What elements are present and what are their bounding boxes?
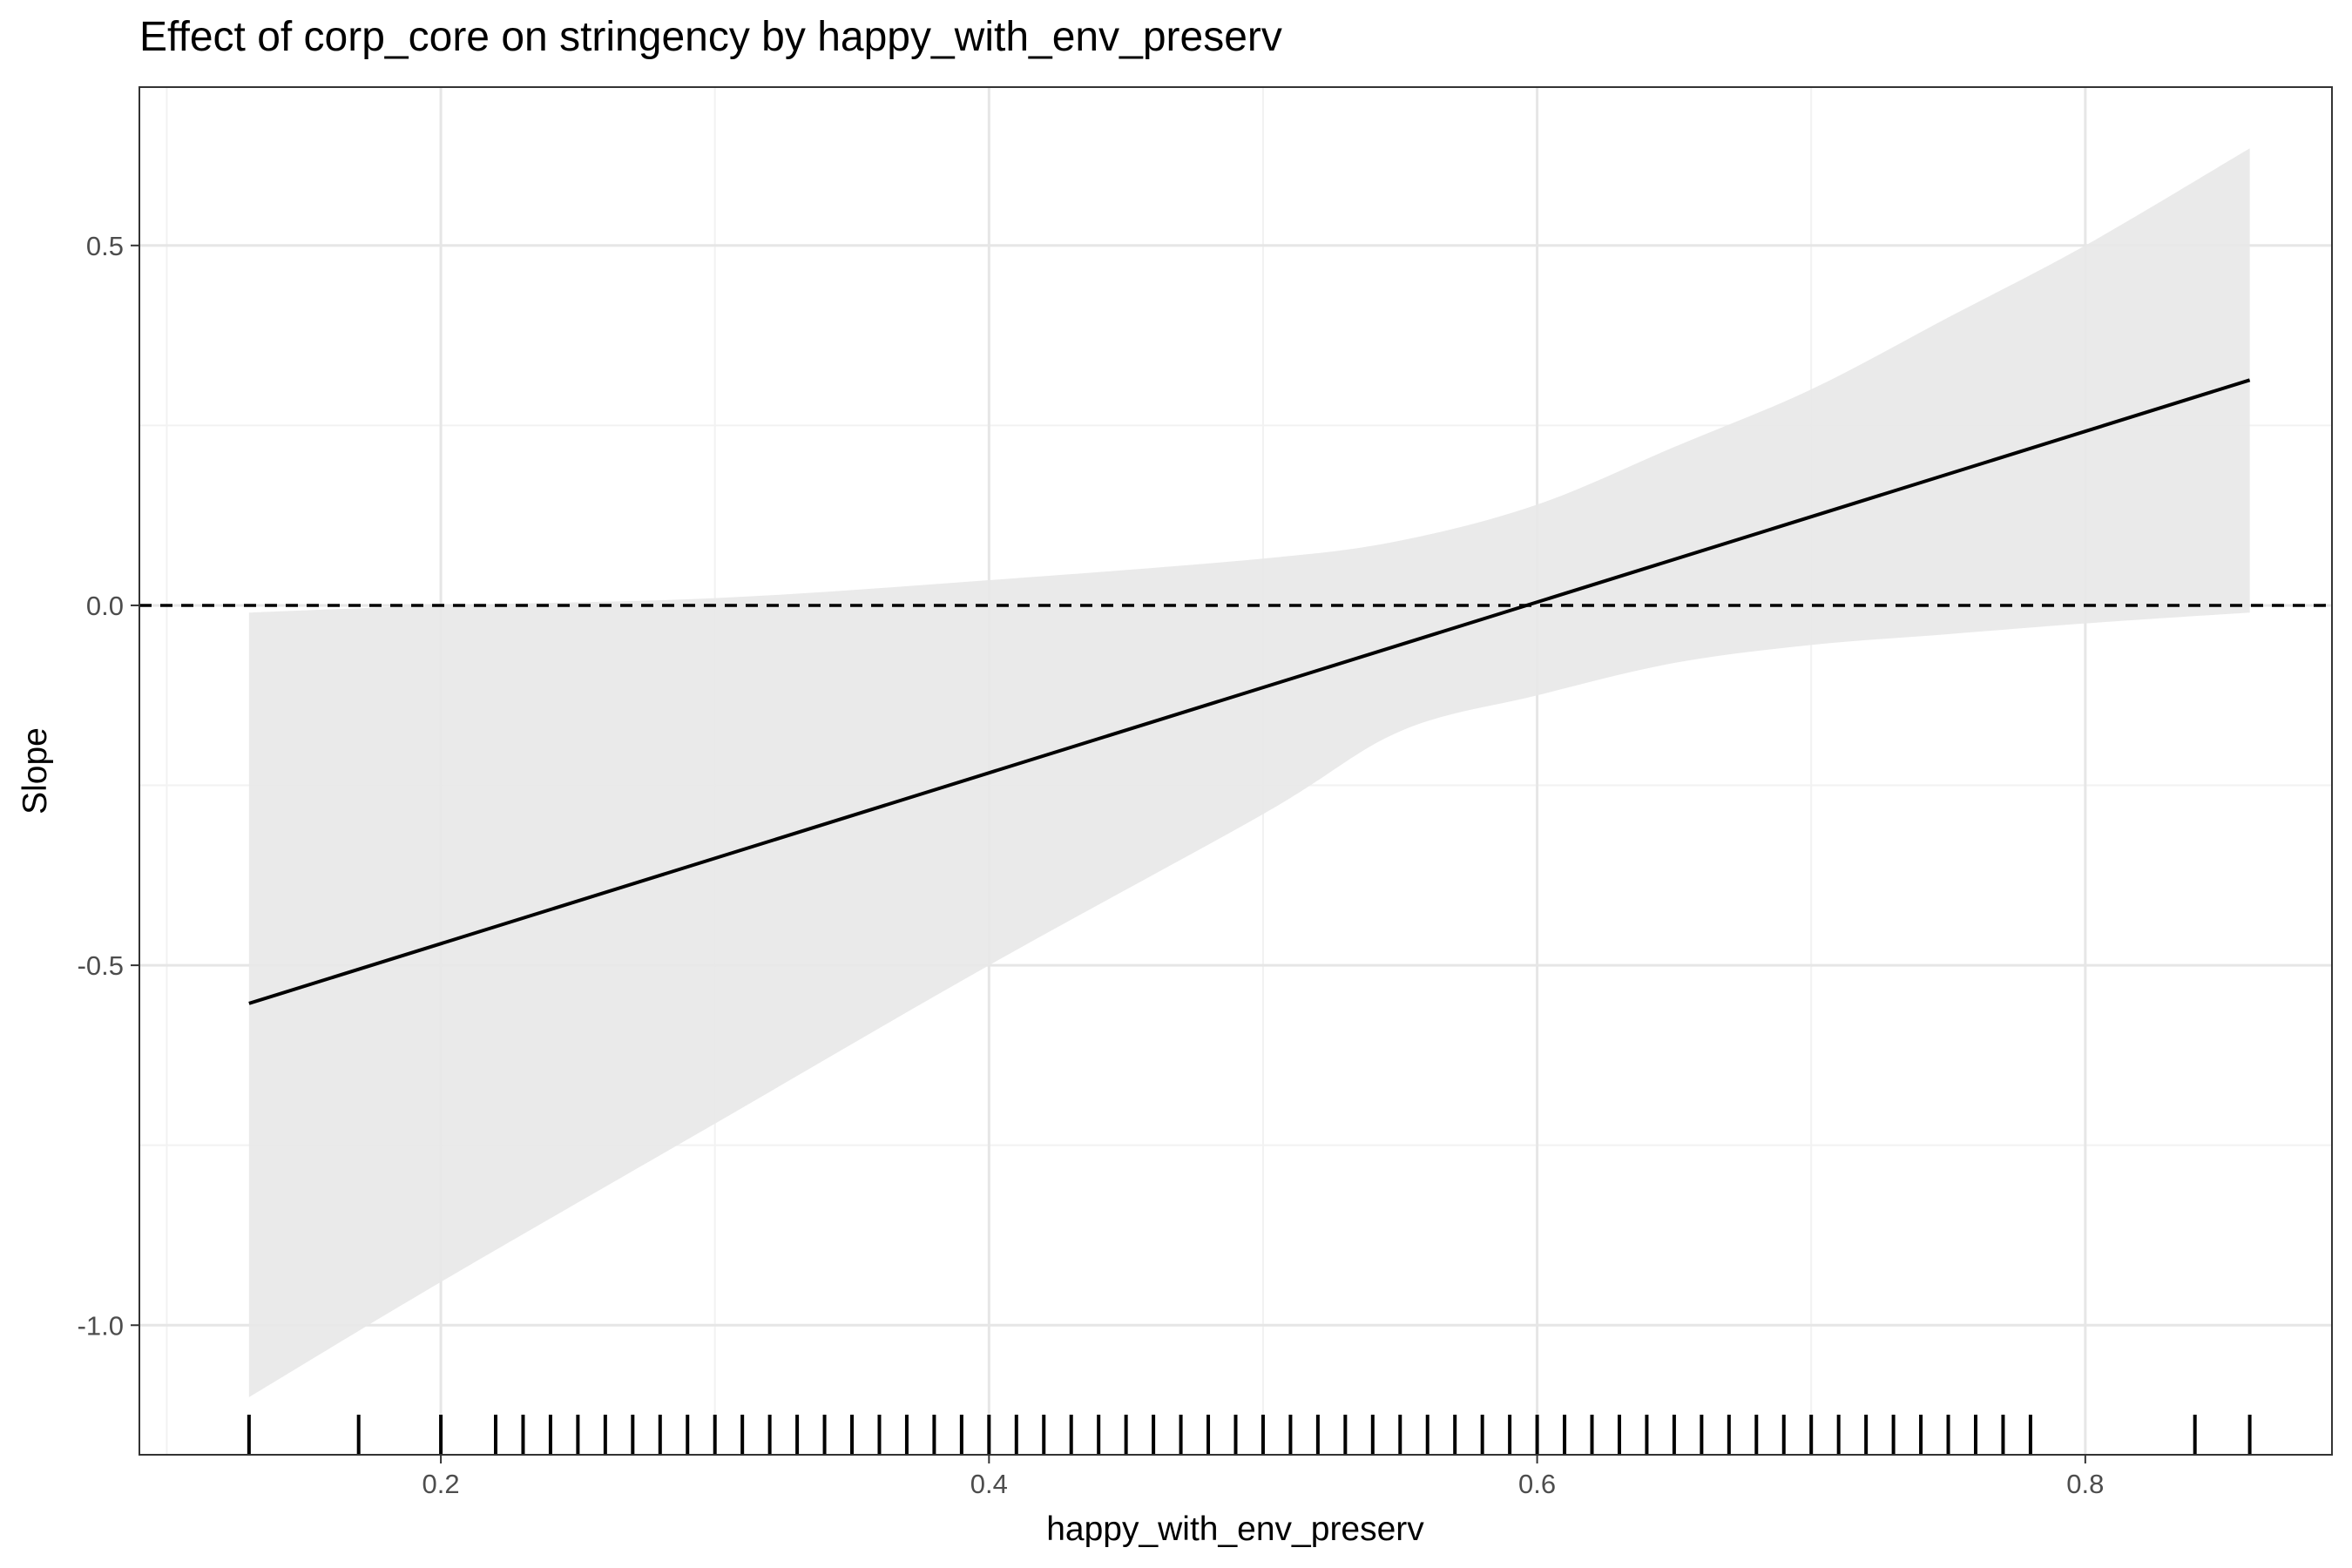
y-tick-label: -0.5 [78,950,124,981]
x-tick-label: 0.2 [422,1469,460,1499]
y-tick-label: 0.0 [86,591,124,621]
y-tick-label: -1.0 [78,1310,124,1341]
y-axis-title: Slope [17,727,54,814]
panel-border [139,86,2333,1456]
slope-line [248,378,2251,1005]
y-tick-label: 0.5 [86,231,124,261]
confidence-band [248,148,2250,1397]
x-tick-label: 0.6 [1518,1469,1556,1499]
chart-title: Effect of corp_core on stringency by hap… [139,14,1282,60]
x-tick-label: 0.4 [970,1469,1008,1499]
axes: 0.2 0.4 0.6 0.8 0.5 0.0 -0.5 -1.0 [78,231,2105,1499]
x-axis-title: happy_with_env_preserv [1046,1511,1424,1548]
slope-line-layer [248,378,2251,1005]
rug-layer [247,1415,2252,1455]
x-tick-label: 0.8 [2066,1469,2104,1499]
confidence-band-layer [248,148,2250,1397]
